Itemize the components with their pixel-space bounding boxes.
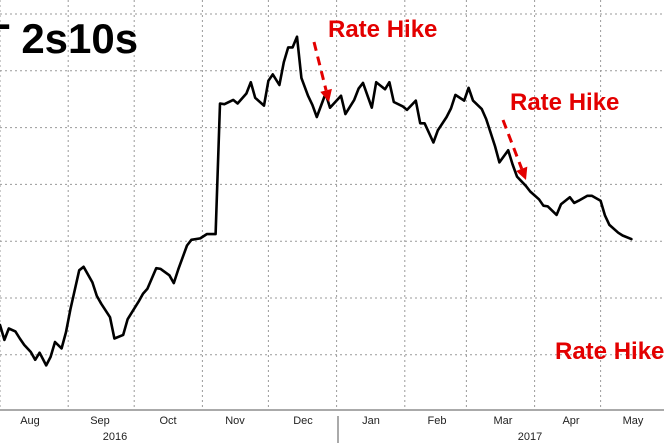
chart-title: T 2s10s — [0, 15, 138, 62]
series-line — [0, 35, 633, 367]
x-tick-label: Aug — [20, 415, 40, 427]
x-tick-label: Sep — [90, 415, 110, 427]
x-tick-label: May — [623, 415, 644, 427]
rate-hike-arrow-2 — [501, 119, 528, 180]
annotation-rate-hike-2: Rate Hike — [510, 89, 619, 116]
x-tick-label: Nov — [225, 415, 245, 427]
arrow-shaft — [501, 119, 524, 170]
x-tick-label: Mar — [494, 415, 513, 427]
rate-hike-arrow-1 — [312, 41, 332, 102]
year-label-2016: 2016 — [103, 431, 127, 443]
arrow-head — [516, 166, 528, 180]
x-tick-label: Dec — [293, 415, 313, 427]
x-tick-label: Apr — [562, 415, 579, 427]
year-label-2017: 2017 — [518, 431, 542, 443]
x-tick-label: Jan — [362, 415, 380, 427]
arrow-head — [320, 88, 332, 102]
arrow-shaft — [312, 41, 328, 91]
x-tick-label: Feb — [428, 415, 447, 427]
annotation-rate-hike-1: Rate Hike — [328, 16, 437, 43]
x-tick-label: Oct — [159, 415, 176, 427]
annotation-arrows — [312, 41, 528, 180]
annotation-rate-hike-3: Rate Hike — [555, 338, 664, 365]
x-axis: Aug Sep Oct Nov Dec Jan Feb Mar Apr May … — [0, 409, 664, 443]
